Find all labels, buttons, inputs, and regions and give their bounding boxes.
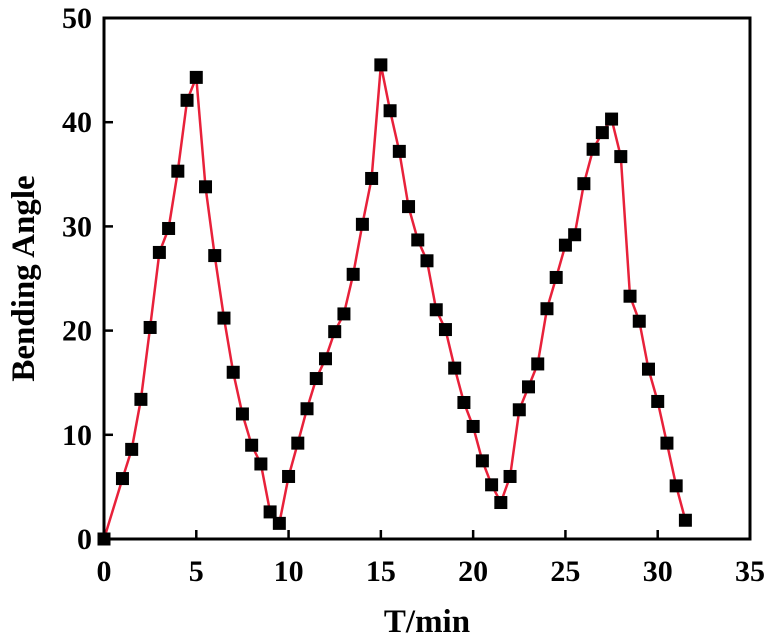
data-point <box>143 320 157 334</box>
data-point <box>199 180 213 194</box>
data-point <box>272 516 286 530</box>
data-point <box>226 365 240 379</box>
data-point <box>586 142 600 156</box>
data-point <box>457 395 471 409</box>
x-tick-label: 0 <box>97 555 112 588</box>
data-point <box>152 245 166 259</box>
data-point <box>346 267 360 281</box>
data-point <box>669 479 683 493</box>
data-point <box>475 454 489 468</box>
data-point <box>503 469 517 483</box>
data-point <box>245 438 259 452</box>
x-tick-label: 10 <box>274 555 304 588</box>
data-point <box>429 303 443 317</box>
data-point <box>328 325 342 339</box>
data-point <box>318 352 332 366</box>
data-point <box>632 314 646 328</box>
data-point <box>411 233 425 247</box>
data-point <box>162 221 176 235</box>
axis-ticks: 0 5 10 15 20 25 30 35 0 10 20 30 40 50 <box>62 2 765 588</box>
y-axis-title: Bending Angle <box>6 175 42 381</box>
data-point <box>420 254 434 268</box>
data-point <box>448 361 462 375</box>
data-point <box>189 70 203 84</box>
data-point <box>605 112 619 126</box>
data-point <box>392 144 406 158</box>
x-tick-label: 15 <box>366 555 396 588</box>
data-point <box>263 505 277 519</box>
y-tick-label: 10 <box>62 419 92 452</box>
data-point <box>125 442 139 456</box>
data-point <box>217 311 231 325</box>
y-tick-label: 50 <box>62 2 92 35</box>
data-point <box>540 302 554 316</box>
data-point <box>485 478 499 492</box>
data-point <box>337 307 351 321</box>
data-point <box>180 93 194 107</box>
data-point <box>549 270 563 284</box>
data-point <box>531 357 545 371</box>
data-point <box>494 496 508 510</box>
x-tick-label: 5 <box>189 555 204 588</box>
data-point <box>134 392 148 406</box>
data-point <box>438 323 452 337</box>
data-point <box>678 513 692 527</box>
data-point <box>300 402 314 416</box>
data-point <box>374 58 388 72</box>
x-tick-label: 25 <box>550 555 580 588</box>
x-tick-label: 35 <box>735 555 765 588</box>
plot-frame <box>102 16 752 541</box>
x-tick-label: 20 <box>458 555 488 588</box>
data-point <box>365 171 379 185</box>
y-tick-label: 20 <box>62 315 92 348</box>
data-point <box>309 372 323 386</box>
data-point <box>512 403 526 417</box>
data-point <box>522 380 536 394</box>
data-point <box>282 469 296 483</box>
y-tick-label: 30 <box>62 210 92 243</box>
data-point <box>651 394 665 408</box>
data-point <box>235 407 249 421</box>
y-tick-label: 40 <box>62 106 92 139</box>
data-point <box>595 126 609 140</box>
data-point <box>171 164 185 178</box>
data-point <box>568 228 582 242</box>
data-point <box>383 104 397 118</box>
data-point <box>660 436 674 450</box>
data-point <box>115 472 129 486</box>
data-point <box>623 289 637 303</box>
x-tick-label: 30 <box>643 555 673 588</box>
data-point <box>254 457 268 471</box>
data-point <box>355 217 369 231</box>
data-point <box>641 362 655 376</box>
y-tick-label: 0 <box>77 523 92 556</box>
data-point <box>402 200 416 214</box>
x-axis-title: T/min <box>384 604 470 640</box>
data-point <box>291 436 305 450</box>
data-point <box>577 177 591 191</box>
data-point <box>466 419 480 433</box>
plot-marks <box>97 58 692 546</box>
data-point <box>614 150 628 164</box>
data-point <box>208 249 222 263</box>
data-point <box>558 238 572 252</box>
